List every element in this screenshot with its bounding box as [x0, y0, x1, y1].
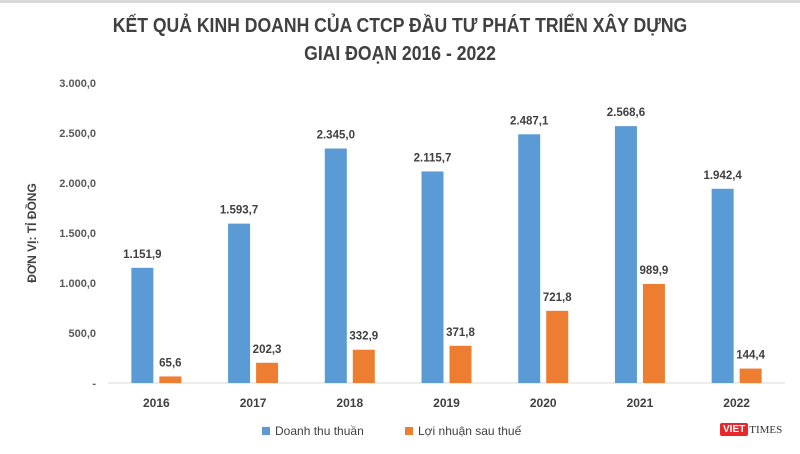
bar-revenue-2019 — [421, 171, 444, 383]
y-tick-label: 2.500,0 — [59, 128, 96, 140]
legend-swatch — [405, 427, 413, 435]
x-tick-label: 2017 — [240, 396, 267, 410]
y-tick-label: 2.000,0 — [59, 178, 96, 190]
data-label: 721,8 — [543, 292, 572, 304]
data-label: 202,3 — [253, 344, 282, 356]
data-label: 1.593,7 — [220, 205, 258, 217]
chart-title-line2: GIAI ĐOẠN 2016 - 2022 — [304, 43, 496, 65]
data-label: 989,9 — [640, 265, 669, 277]
bar-profit-2019 — [449, 345, 472, 383]
y-tick-label: - — [92, 378, 96, 390]
data-label: 2.487,1 — [510, 115, 549, 127]
y-tick-label: 500,0 — [68, 328, 96, 340]
x-tick-label: 2019 — [433, 396, 460, 410]
bar-revenue-2022 — [711, 188, 734, 383]
bar-profit-2022 — [739, 368, 762, 383]
plot-area: - 500,0 1.000,0 1.500,0 2.000,0 2.500,0 3.000,… — [24, 78, 785, 438]
data-label: 1.151,9 — [123, 249, 161, 261]
data-label: 332,9 — [349, 331, 378, 343]
bar-profit-2018 — [352, 349, 375, 383]
x-tick-label: 2016 — [143, 396, 170, 410]
bar-revenue-2017 — [228, 223, 251, 383]
data-label: 371,8 — [446, 327, 475, 339]
legend-label: Lợi nhuận sau thuế — [418, 424, 522, 438]
data-label: 144,4 — [736, 350, 765, 362]
bar-profit-2016 — [159, 376, 182, 383]
y-tick-label: 3.000,0 — [59, 78, 96, 90]
bar-revenue-2016 — [131, 267, 154, 383]
data-label: 2.115,7 — [414, 152, 452, 164]
data-label: 65,6 — [159, 357, 181, 369]
y-tick-label: 1.500,0 — [59, 228, 96, 240]
legend-label: Doanh thu thuần — [275, 424, 364, 438]
bar-profit-2021 — [642, 284, 665, 383]
bar-profit-2017 — [256, 362, 279, 383]
x-tick-label: 2022 — [723, 396, 750, 410]
data-label: 2.568,6 — [607, 107, 645, 119]
viettimes-logo: VIET TIMES — [720, 423, 782, 436]
bar-profit-2020 — [546, 310, 569, 383]
bar-revenue-2021 — [614, 126, 637, 383]
bar-revenue-2018 — [324, 148, 347, 383]
legend-swatch — [262, 427, 270, 435]
x-tick-label: 2021 — [627, 396, 654, 410]
x-tick-label: 2020 — [530, 396, 557, 410]
bar-revenue-2020 — [518, 134, 541, 383]
logo-times: TIMES — [749, 423, 783, 436]
data-label: 2.345,0 — [317, 130, 355, 142]
data-label: 1.942,4 — [703, 170, 742, 182]
y-axis-label: ĐƠN VỊ: TỈ ĐỒNG — [24, 183, 39, 283]
chart-title-line1: KẾT QUẢ KINH DOANH CỦA CTCP ĐẦU TƯ PHÁT … — [112, 15, 688, 37]
logo-viet: VIET — [720, 423, 749, 436]
x-tick-label: 2018 — [336, 396, 363, 410]
y-tick-label: 1.000,0 — [59, 278, 96, 290]
